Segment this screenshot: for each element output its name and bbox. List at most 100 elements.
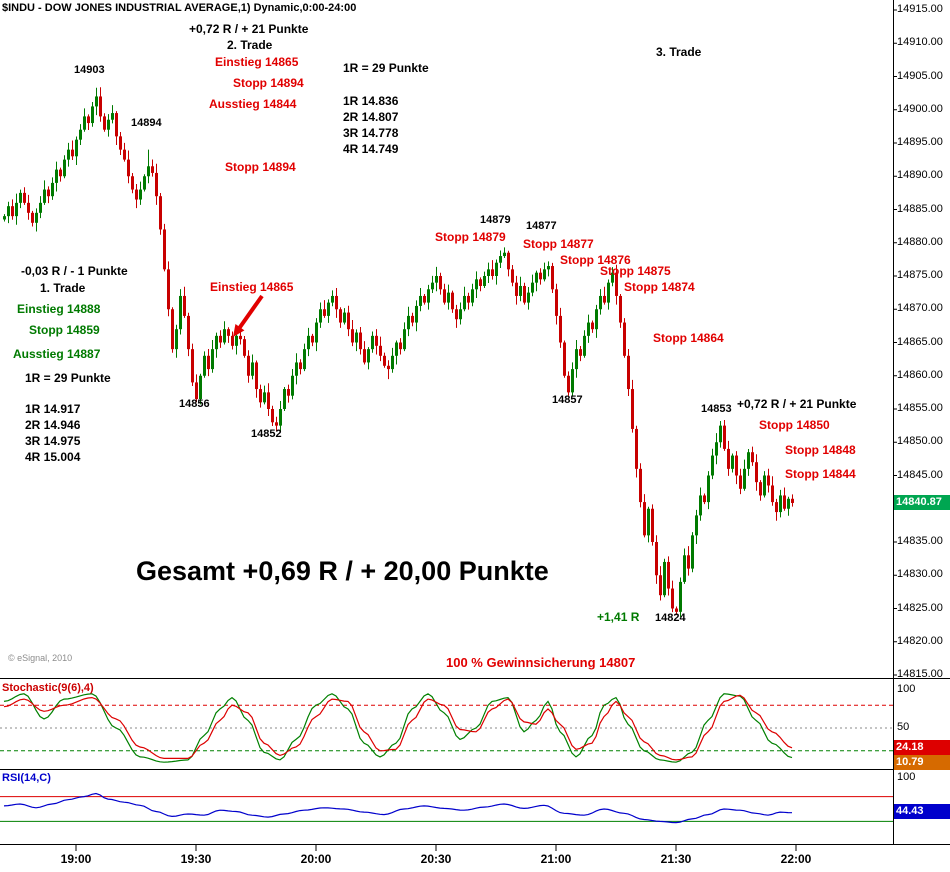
candle-body [227,329,230,336]
price-14879: 14879 [480,214,511,226]
trade2-r3: 3R 14.778 [343,126,399,140]
candle-body [627,355,630,390]
candle-body [547,266,550,270]
candle-body [343,312,346,323]
candle-body [639,468,642,503]
stochastic-value-badge: 10.79 [894,754,950,770]
price-axis-label: 14895.00 [897,136,943,148]
stopp-14877: Stopp 14877 [523,237,594,251]
plus-141r: +1,41 R [597,610,640,624]
price-14852: 14852 [251,428,282,440]
candle-body [183,295,186,316]
candle-body [763,475,766,496]
candle-body [219,335,222,343]
candle-body [91,106,94,124]
candle-body [767,475,770,486]
candle-body [583,335,586,356]
candle-body [367,349,370,363]
price-axis-label: 14815.00 [897,668,943,680]
stochastic-panel [0,693,893,763]
candle-body [631,389,634,429]
candle-body [659,575,662,596]
trade1-stopp: Stopp 14859 [29,323,100,337]
time-axis-label: 20:00 [300,852,332,866]
stochastic-label: Stochastic(9(6),4) [2,682,94,694]
candle-body [83,116,86,130]
candle-body [467,295,470,303]
candle-body [555,289,558,316]
candle-body [507,252,510,270]
candle-body [447,292,450,303]
candle-body [623,322,626,356]
candle-body [103,116,106,130]
candle-body [747,452,750,469]
price-axis-label: 14830.00 [897,568,943,581]
candle-body [707,475,710,503]
candle-body [499,256,502,263]
candle-body [283,389,286,409]
price-14903: 14903 [74,64,105,76]
candle-body [371,335,374,350]
trade1-1r: 1R = 29 Punkte [25,371,111,385]
candle-body [111,113,114,120]
candle-body [531,282,534,293]
candle-body [715,442,718,456]
candle-body [127,159,130,177]
candle-body [319,309,322,323]
candle-body [739,475,742,489]
candle-body [751,452,754,463]
time-axis-label: 22:00 [780,852,812,866]
price-axis-label: 14825.00 [897,601,943,614]
candle-body [539,272,542,280]
candle-body [759,482,762,496]
trade2-label: 2. Trade [227,38,273,52]
candle-body [63,159,66,177]
candle-body [187,315,190,350]
trade2-stopp2: Stopp 14894 [225,160,296,174]
stopp-14879: Stopp 14879 [435,230,506,244]
candle-body [15,202,18,217]
candle-body [3,216,6,220]
candle-body [567,375,570,393]
candle-body [783,495,786,509]
candle-body [683,555,686,582]
stochastic-axis-label: 100 [897,683,916,695]
trade3-label: 3. Trade [656,45,702,59]
candle-body [551,266,554,290]
candle-body [435,276,438,283]
price-axis-label: 14900.00 [897,102,943,115]
candle-body [259,389,262,403]
candle-body [147,166,150,177]
candle-body [579,349,582,356]
candle-body [667,561,670,589]
price-axis-label: 14870.00 [897,302,943,315]
stochastic-axis-label: 50 [897,721,910,733]
candle-body [411,315,414,323]
candle-body [55,169,58,183]
candle-body [775,502,778,513]
candle-body [607,282,610,303]
candle-body [727,448,730,469]
gesamt-result: Gesamt +0,69 R / + 20,00 Punkte [136,556,549,586]
candle-body [35,212,38,223]
esignal-watermark: © eSignal, 2010 [8,653,73,663]
candle-body [175,329,178,350]
candle-body [267,392,270,409]
candle-body [163,229,166,270]
candle-body [643,502,646,536]
rsi-value-badge: 44.43 [894,804,950,820]
trade1-r2: 2R 14.946 [25,418,81,432]
candle-body [171,309,174,350]
trade1-label: 1. Trade [40,281,86,295]
price-axis-label: 14855.00 [897,402,943,414]
candle-body [415,305,418,323]
candle-body [179,295,182,330]
candle-body [239,335,242,340]
candle-body [443,289,446,303]
candle-body [47,189,50,197]
candle-body [311,335,314,343]
trade2-r4: 4R 14.749 [343,142,399,156]
candle-body [275,422,278,426]
candle-body [271,409,274,423]
